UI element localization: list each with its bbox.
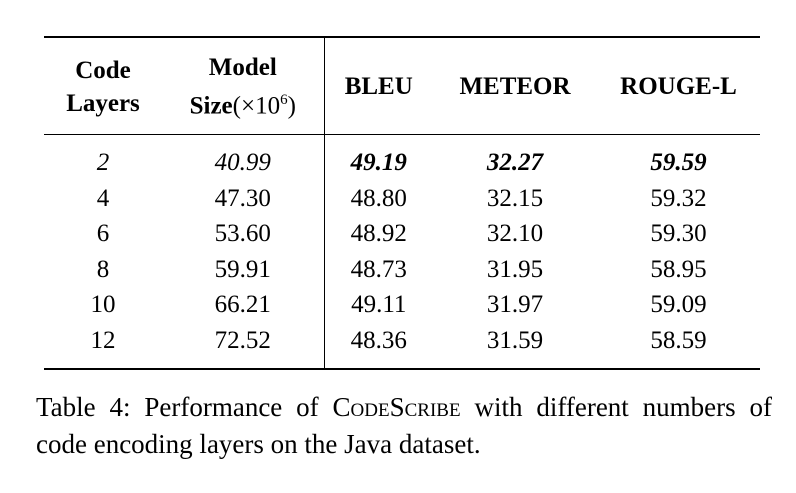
cell-model-size: 47.30: [162, 180, 325, 217]
cell-bleu: 48.92: [350, 220, 407, 248]
cell-rouge-l: 58.95: [650, 255, 707, 283]
cell-rouge-l: 59.30: [650, 220, 707, 248]
table-row: 10 66.21 49.11 31.97 59.09: [44, 287, 760, 323]
results-table: Code Layers Model Size(×106) BLEU METEOR…: [44, 36, 760, 370]
cell-code-layers: 12: [90, 326, 116, 354]
results-table-container: Code Layers Model Size(×106) BLEU METEOR…: [44, 36, 760, 370]
table-row: 2 40.99 49.19 32.27 59.59: [44, 134, 760, 181]
cell-meteor: 31.95: [486, 255, 544, 283]
cell-model-size: 66.21: [162, 287, 325, 323]
cell-bleu: 48.36: [350, 326, 407, 354]
cell-bleu: 48.73: [350, 255, 407, 283]
cell-code-layers: 4: [96, 184, 110, 212]
table-caption: Table 4: Performance of CodeScribe with …: [36, 389, 772, 463]
cell-meteor: 32.15: [486, 184, 544, 212]
cell-code-layers: 6: [96, 220, 110, 248]
cell-model-size: 72.52: [162, 322, 325, 370]
cell-meteor: 31.97: [486, 291, 544, 319]
cell-model-size: 59.91: [162, 251, 325, 288]
cell-bleu: 49.11: [351, 291, 407, 319]
header-model-size: Model Size(×106): [162, 37, 325, 135]
cell-model-size: 40.99: [162, 134, 325, 181]
cell-rouge-l: 58.59: [650, 326, 707, 354]
cell-rouge-l: 59.09: [650, 291, 707, 319]
header-rouge-l: ROUGE-L: [620, 73, 737, 101]
caption-label: Table 4:: [36, 392, 131, 422]
caption-model-name: CodeScribe: [332, 392, 461, 422]
cell-bleu: 48.80: [350, 184, 407, 212]
caption-text-after: with different numbers of code encoding …: [36, 392, 773, 459]
table-row: 8 59.91 48.73 31.95 58.95: [44, 251, 760, 288]
table-row: 4 47.30 48.80 32.15 59.32: [44, 180, 760, 217]
header-bleu: BLEU: [344, 73, 413, 101]
cell-rouge-l: 59.32: [650, 184, 707, 212]
table-row: 12 72.52 48.36 31.59 58.59: [44, 322, 760, 370]
header-row: Code Layers Model Size(×106) BLEU METEOR…: [44, 37, 760, 135]
cell-meteor: 31.59: [486, 326, 544, 354]
cell-meteor: 32.10: [486, 220, 544, 248]
cell-rouge-l: 59.59: [650, 149, 707, 177]
header-meteor: METEOR: [459, 73, 571, 101]
caption-text-before: Performance of: [144, 392, 319, 422]
table-row: 6 53.60 48.92 32.10 59.30: [44, 216, 760, 252]
cell-meteor: 32.27: [486, 149, 544, 177]
header-code-layers: Code Layers: [66, 56, 140, 117]
cell-code-layers: 10: [90, 291, 116, 319]
cell-model-size: 53.60: [162, 216, 325, 252]
cell-code-layers: 2: [96, 149, 110, 177]
cell-bleu: 49.19: [350, 149, 407, 177]
cell-code-layers: 8: [96, 255, 110, 283]
